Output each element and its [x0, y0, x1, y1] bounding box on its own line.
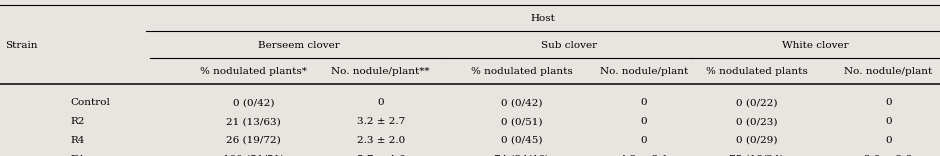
Text: Host: Host [530, 14, 556, 23]
Text: 75 (18/24): 75 (18/24) [729, 155, 784, 156]
Text: 0 (0/45): 0 (0/45) [501, 136, 542, 145]
Text: 74 (34/46): 74 (34/46) [494, 155, 549, 156]
Text: 0 (0/22): 0 (0/22) [736, 98, 777, 107]
Text: 2.3 ± 2.0: 2.3 ± 2.0 [356, 136, 405, 145]
Text: 21 (13/63): 21 (13/63) [227, 117, 281, 126]
Text: E4: E4 [70, 155, 85, 156]
Text: 4.2 ± 3.1: 4.2 ± 3.1 [619, 155, 668, 156]
Text: % nodulated plants: % nodulated plants [471, 67, 572, 76]
Text: Control: Control [70, 98, 110, 107]
Text: % nodulated plants*: % nodulated plants* [200, 67, 307, 76]
Text: White clover: White clover [782, 41, 849, 50]
Text: 0: 0 [640, 98, 648, 107]
Text: 0: 0 [640, 117, 648, 126]
Text: 3.9 ± 2.8: 3.9 ± 2.8 [864, 155, 913, 156]
Text: 0 (0/51): 0 (0/51) [501, 117, 542, 126]
Text: 0: 0 [640, 136, 648, 145]
Text: No. nodule/plant: No. nodule/plant [844, 67, 932, 76]
Text: No. nodule/plant**: No. nodule/plant** [332, 67, 430, 76]
Text: Berseem clover: Berseem clover [258, 41, 339, 50]
Text: 0: 0 [885, 136, 892, 145]
Text: 0: 0 [885, 117, 892, 126]
Text: Strain: Strain [5, 41, 38, 50]
Text: 26 (19/72): 26 (19/72) [227, 136, 281, 145]
Text: 0: 0 [377, 98, 384, 107]
Text: 3.2 ± 2.7: 3.2 ± 2.7 [356, 117, 405, 126]
Text: 0 (0/29): 0 (0/29) [736, 136, 777, 145]
Text: 0 (0/23): 0 (0/23) [736, 117, 777, 126]
Text: 5.7 ± 4.6: 5.7 ± 4.6 [356, 155, 405, 156]
Text: % nodulated plants: % nodulated plants [706, 67, 807, 76]
Text: 0: 0 [885, 98, 892, 107]
Text: 0 (0/42): 0 (0/42) [501, 98, 542, 107]
Text: No. nodule/plant: No. nodule/plant [600, 67, 688, 76]
Text: Sub clover: Sub clover [540, 41, 597, 50]
Text: R4: R4 [70, 136, 85, 145]
Text: 0 (0/42): 0 (0/42) [233, 98, 274, 107]
Text: 100 (51/51): 100 (51/51) [223, 155, 285, 156]
Text: R2: R2 [70, 117, 85, 126]
